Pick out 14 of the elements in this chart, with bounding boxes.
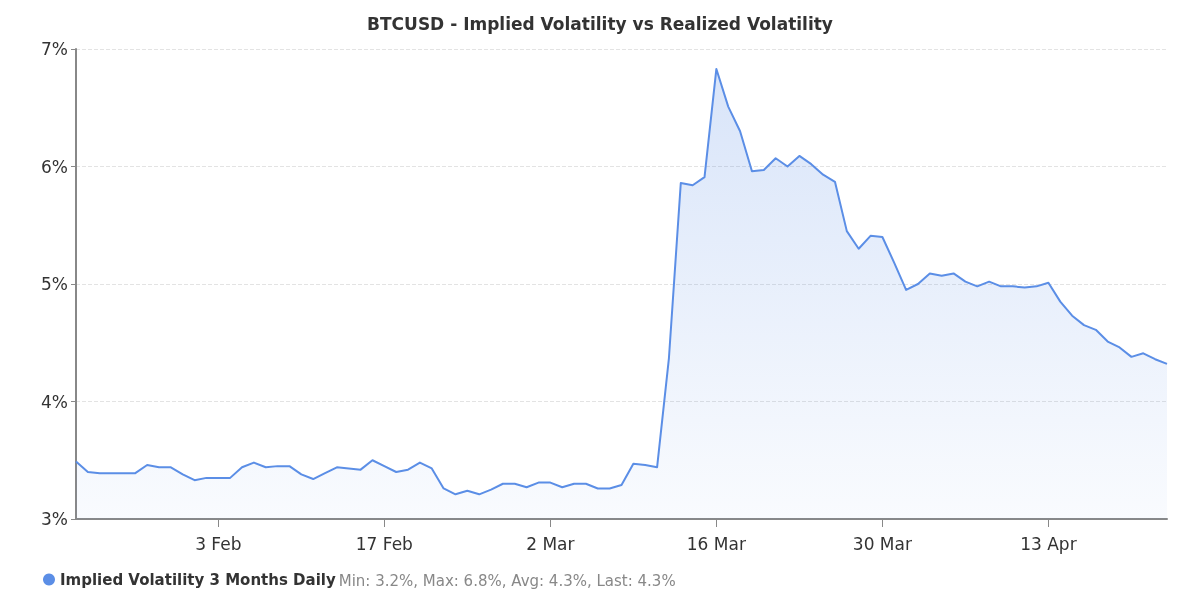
x-tick-label: 13 Apr [1020, 533, 1077, 554]
y-tick-label: 3% [41, 509, 68, 529]
x-tick-label: 17 Feb [355, 533, 413, 554]
y-tick-label: 5% [41, 274, 68, 294]
x-tick-label: 2 Mar [526, 533, 575, 554]
text: Min: 3.2%, Max: 6.8%, Avg: 4.3%, Last: 4.3% [338, 571, 676, 590]
y-tick-label: 6% [41, 156, 68, 177]
x-tick-label: 3 Feb [195, 533, 242, 554]
y-tick-label: 4% [41, 391, 68, 412]
y-tick-label: 7% [41, 39, 68, 59]
x-tick-label: 16 Mar [686, 533, 746, 554]
legend-label: Implied Volatility 3 Months Daily [60, 570, 336, 589]
x-tick-label: 30 Mar [852, 533, 912, 554]
chart-title: BTCUSD - Implied Volatility vs Realized Volatility [367, 13, 833, 34]
